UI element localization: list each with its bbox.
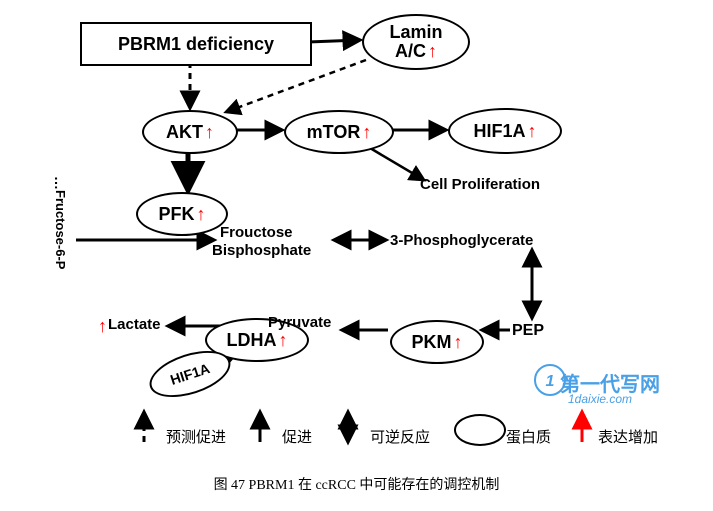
legend-promote: 促进 bbox=[282, 426, 312, 447]
watermark-line2: 1daixie.com bbox=[568, 392, 632, 406]
node-mtor: mTOR↑ bbox=[284, 110, 394, 154]
label-f6pA: … bbox=[52, 176, 68, 190]
label-cellprolif: Cell Proliferation bbox=[420, 176, 540, 193]
legend-revers: 可逆反应 bbox=[370, 426, 430, 447]
node-pbrm1: PBRM1 deficiency bbox=[80, 22, 312, 66]
node-akt: AKT↑ bbox=[142, 110, 238, 154]
node-lamin: LaminA/C↑ bbox=[362, 14, 470, 70]
label-f6p: Fructose-6-P bbox=[53, 190, 68, 269]
figure-caption: 图 47 PBRM1 在 ccRCC 中可能存在的调控机制 bbox=[0, 474, 713, 494]
node-hif1a: HIF1A↑ bbox=[448, 108, 562, 154]
legend-predict: 预测促进 bbox=[166, 426, 226, 447]
diagram-canvas: PBRM1 deficiency LaminA/C↑ AKT↑ mTOR↑ HIF1A↑… bbox=[0, 0, 713, 511]
label-pep: PEP bbox=[512, 322, 544, 340]
watermark-logo-icon: 1 bbox=[532, 362, 568, 398]
up-arrow-icon: ↑ bbox=[98, 316, 107, 337]
node-pkm: PKM↑ bbox=[390, 320, 484, 364]
label-phos3: 3-Phosphoglycerate bbox=[390, 232, 533, 249]
legend-protein-icon bbox=[454, 414, 506, 446]
svg-text:1: 1 bbox=[546, 373, 555, 390]
label-lactate: Lactate bbox=[108, 316, 161, 333]
legend-incr: 表达增加 bbox=[598, 426, 658, 447]
node-pfk: PFK↑ bbox=[136, 192, 228, 236]
label-pyruvate: Pyruvate bbox=[268, 314, 331, 331]
label-fructbp2: Bisphosphate bbox=[212, 242, 311, 259]
label-fructbp: Frouctose bbox=[220, 224, 293, 241]
legend-protein: 蛋白质 bbox=[506, 426, 551, 447]
